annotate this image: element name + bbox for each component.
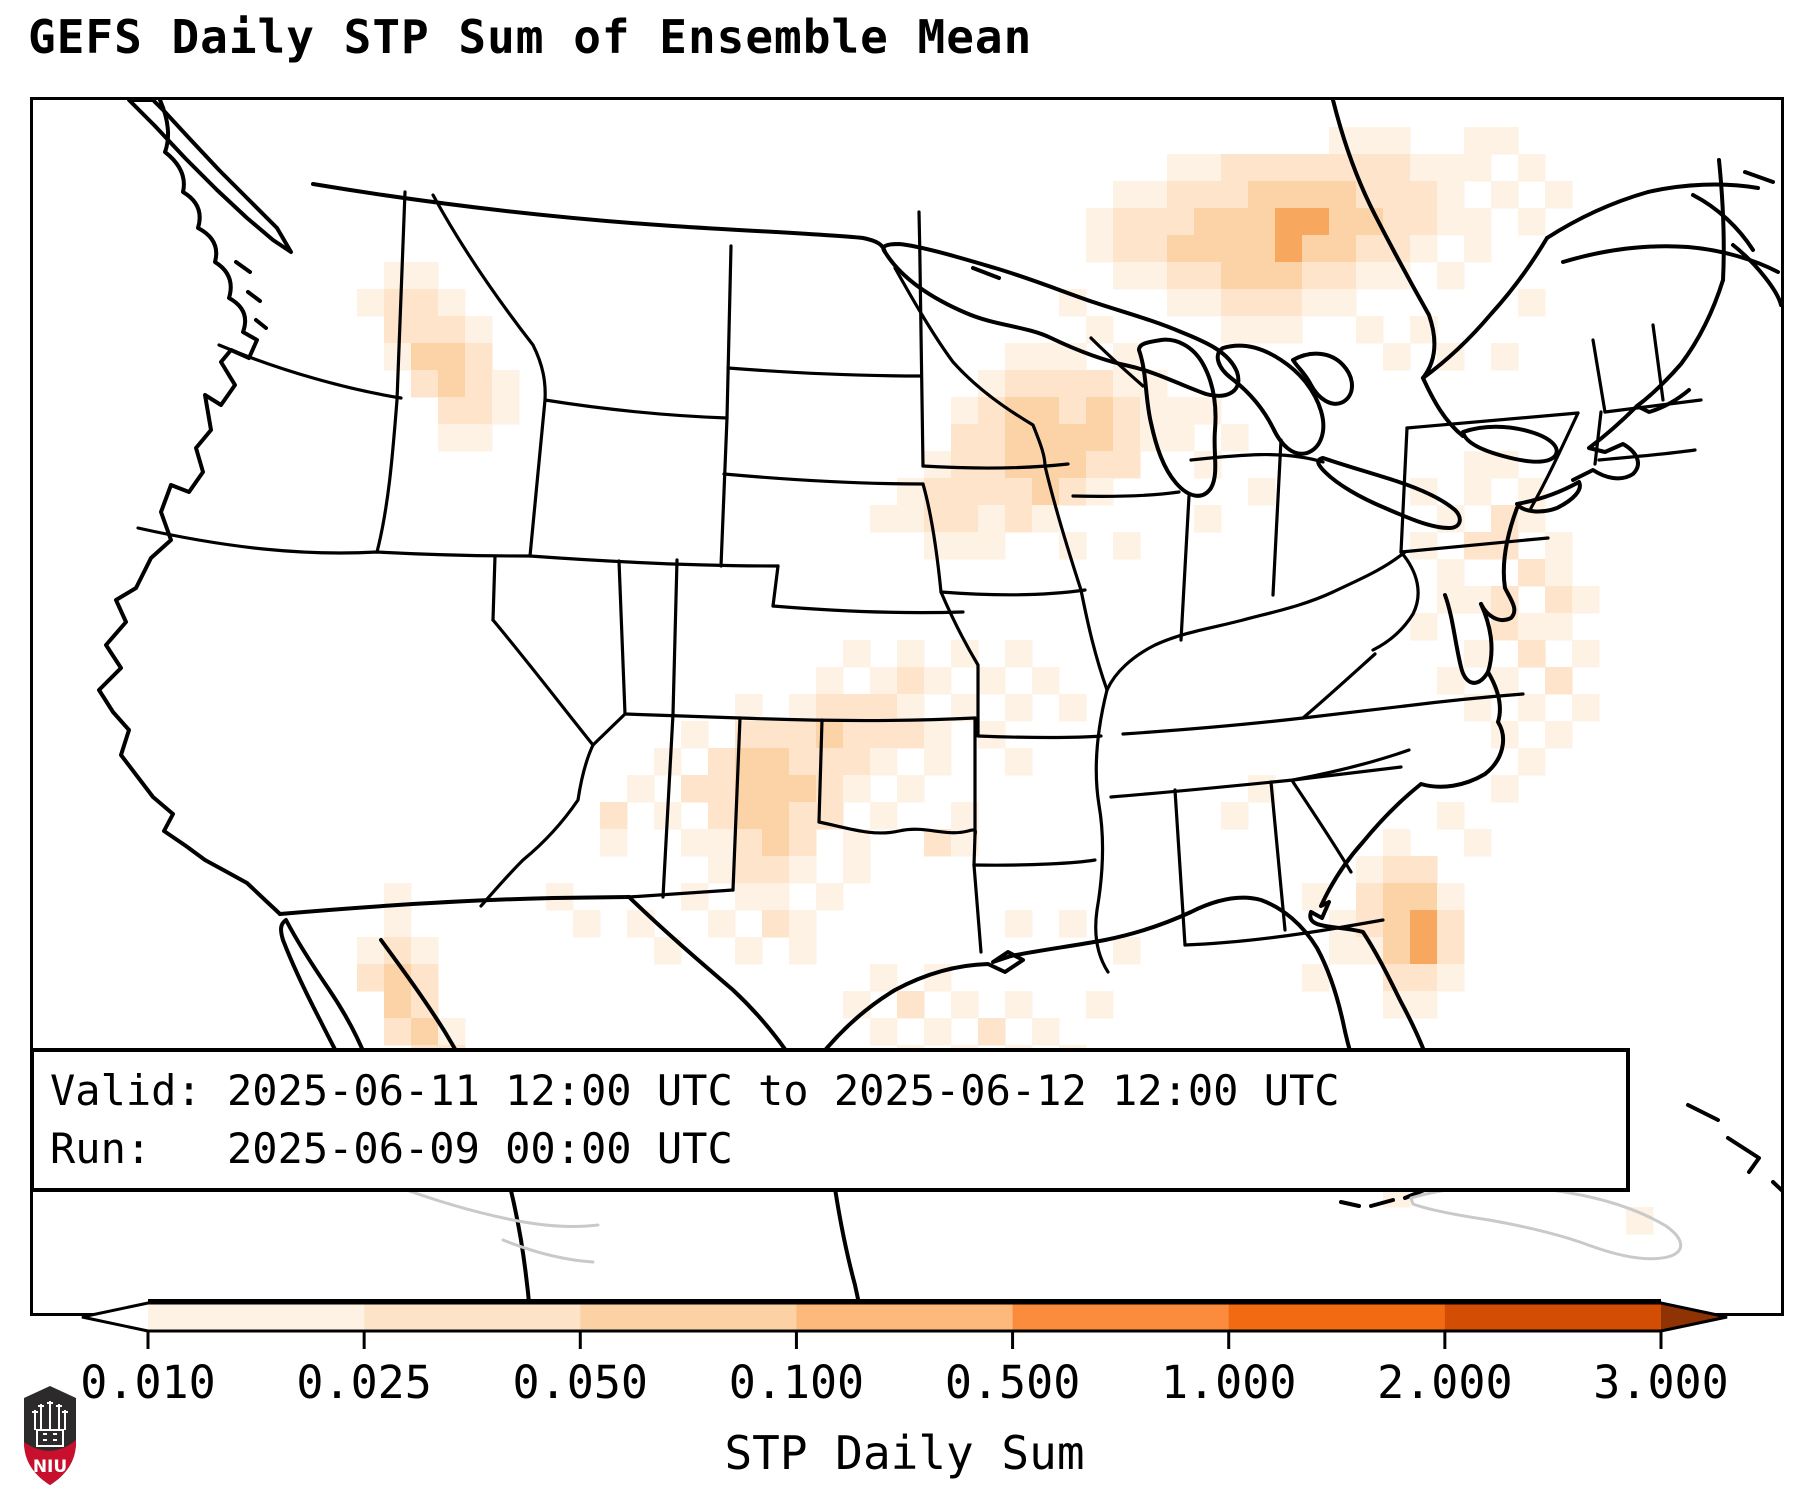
colorbar-segment [1012,1303,1230,1331]
colorbar-under-arrow [82,1303,148,1331]
valid-time-text: Valid: 2025-06-11 12:00 UTC to 2025-06-1… [50,1066,1340,1115]
colorbar-tick-label: 2.000 [1377,1356,1513,1409]
colorbar-tick-label: 0.050 [512,1356,649,1409]
niu-logo: NIU [24,1386,76,1485]
colorbar-segment [148,1303,365,1331]
valid-run-info-box: Valid: 2025-06-11 12:00 UTC to 2025-06-1… [30,1048,1630,1192]
run-time-text: Run: 2025-06-09 00:00 UTC [50,1124,733,1173]
colorbar-over-arrow [1661,1303,1727,1331]
plot-title: GEFS Daily STP Sum of Ensemble Mean [28,10,1033,64]
colorbar-segment [580,1303,798,1331]
colorbar-segment [1444,1303,1662,1331]
niu-red-band [24,1440,76,1485]
colorbar-tick-label: 1.000 [1160,1356,1297,1409]
colorbar [81,1299,1728,1349]
colorbar-tick-label: 0.010 [80,1356,216,1409]
colorbar-segment [364,1303,581,1331]
niu-logo-text: NIU [33,1457,67,1477]
colorbar-tick-label: 0.500 [944,1356,1081,1409]
colorbar-axis-label: STP Daily Sum [724,1426,1085,1480]
colorbar-tick-label: 0.100 [728,1356,865,1409]
colorbar-segment [796,1303,1014,1331]
colorbar-tick-label: 0.025 [296,1356,432,1409]
colorbar-segment [1228,1303,1446,1331]
map-boundary-lines [97,100,1781,1313]
conus-map [97,100,1781,1313]
colorbar-tick-label: 3.000 [1593,1356,1729,1409]
niu-castle-icon [32,1401,68,1447]
